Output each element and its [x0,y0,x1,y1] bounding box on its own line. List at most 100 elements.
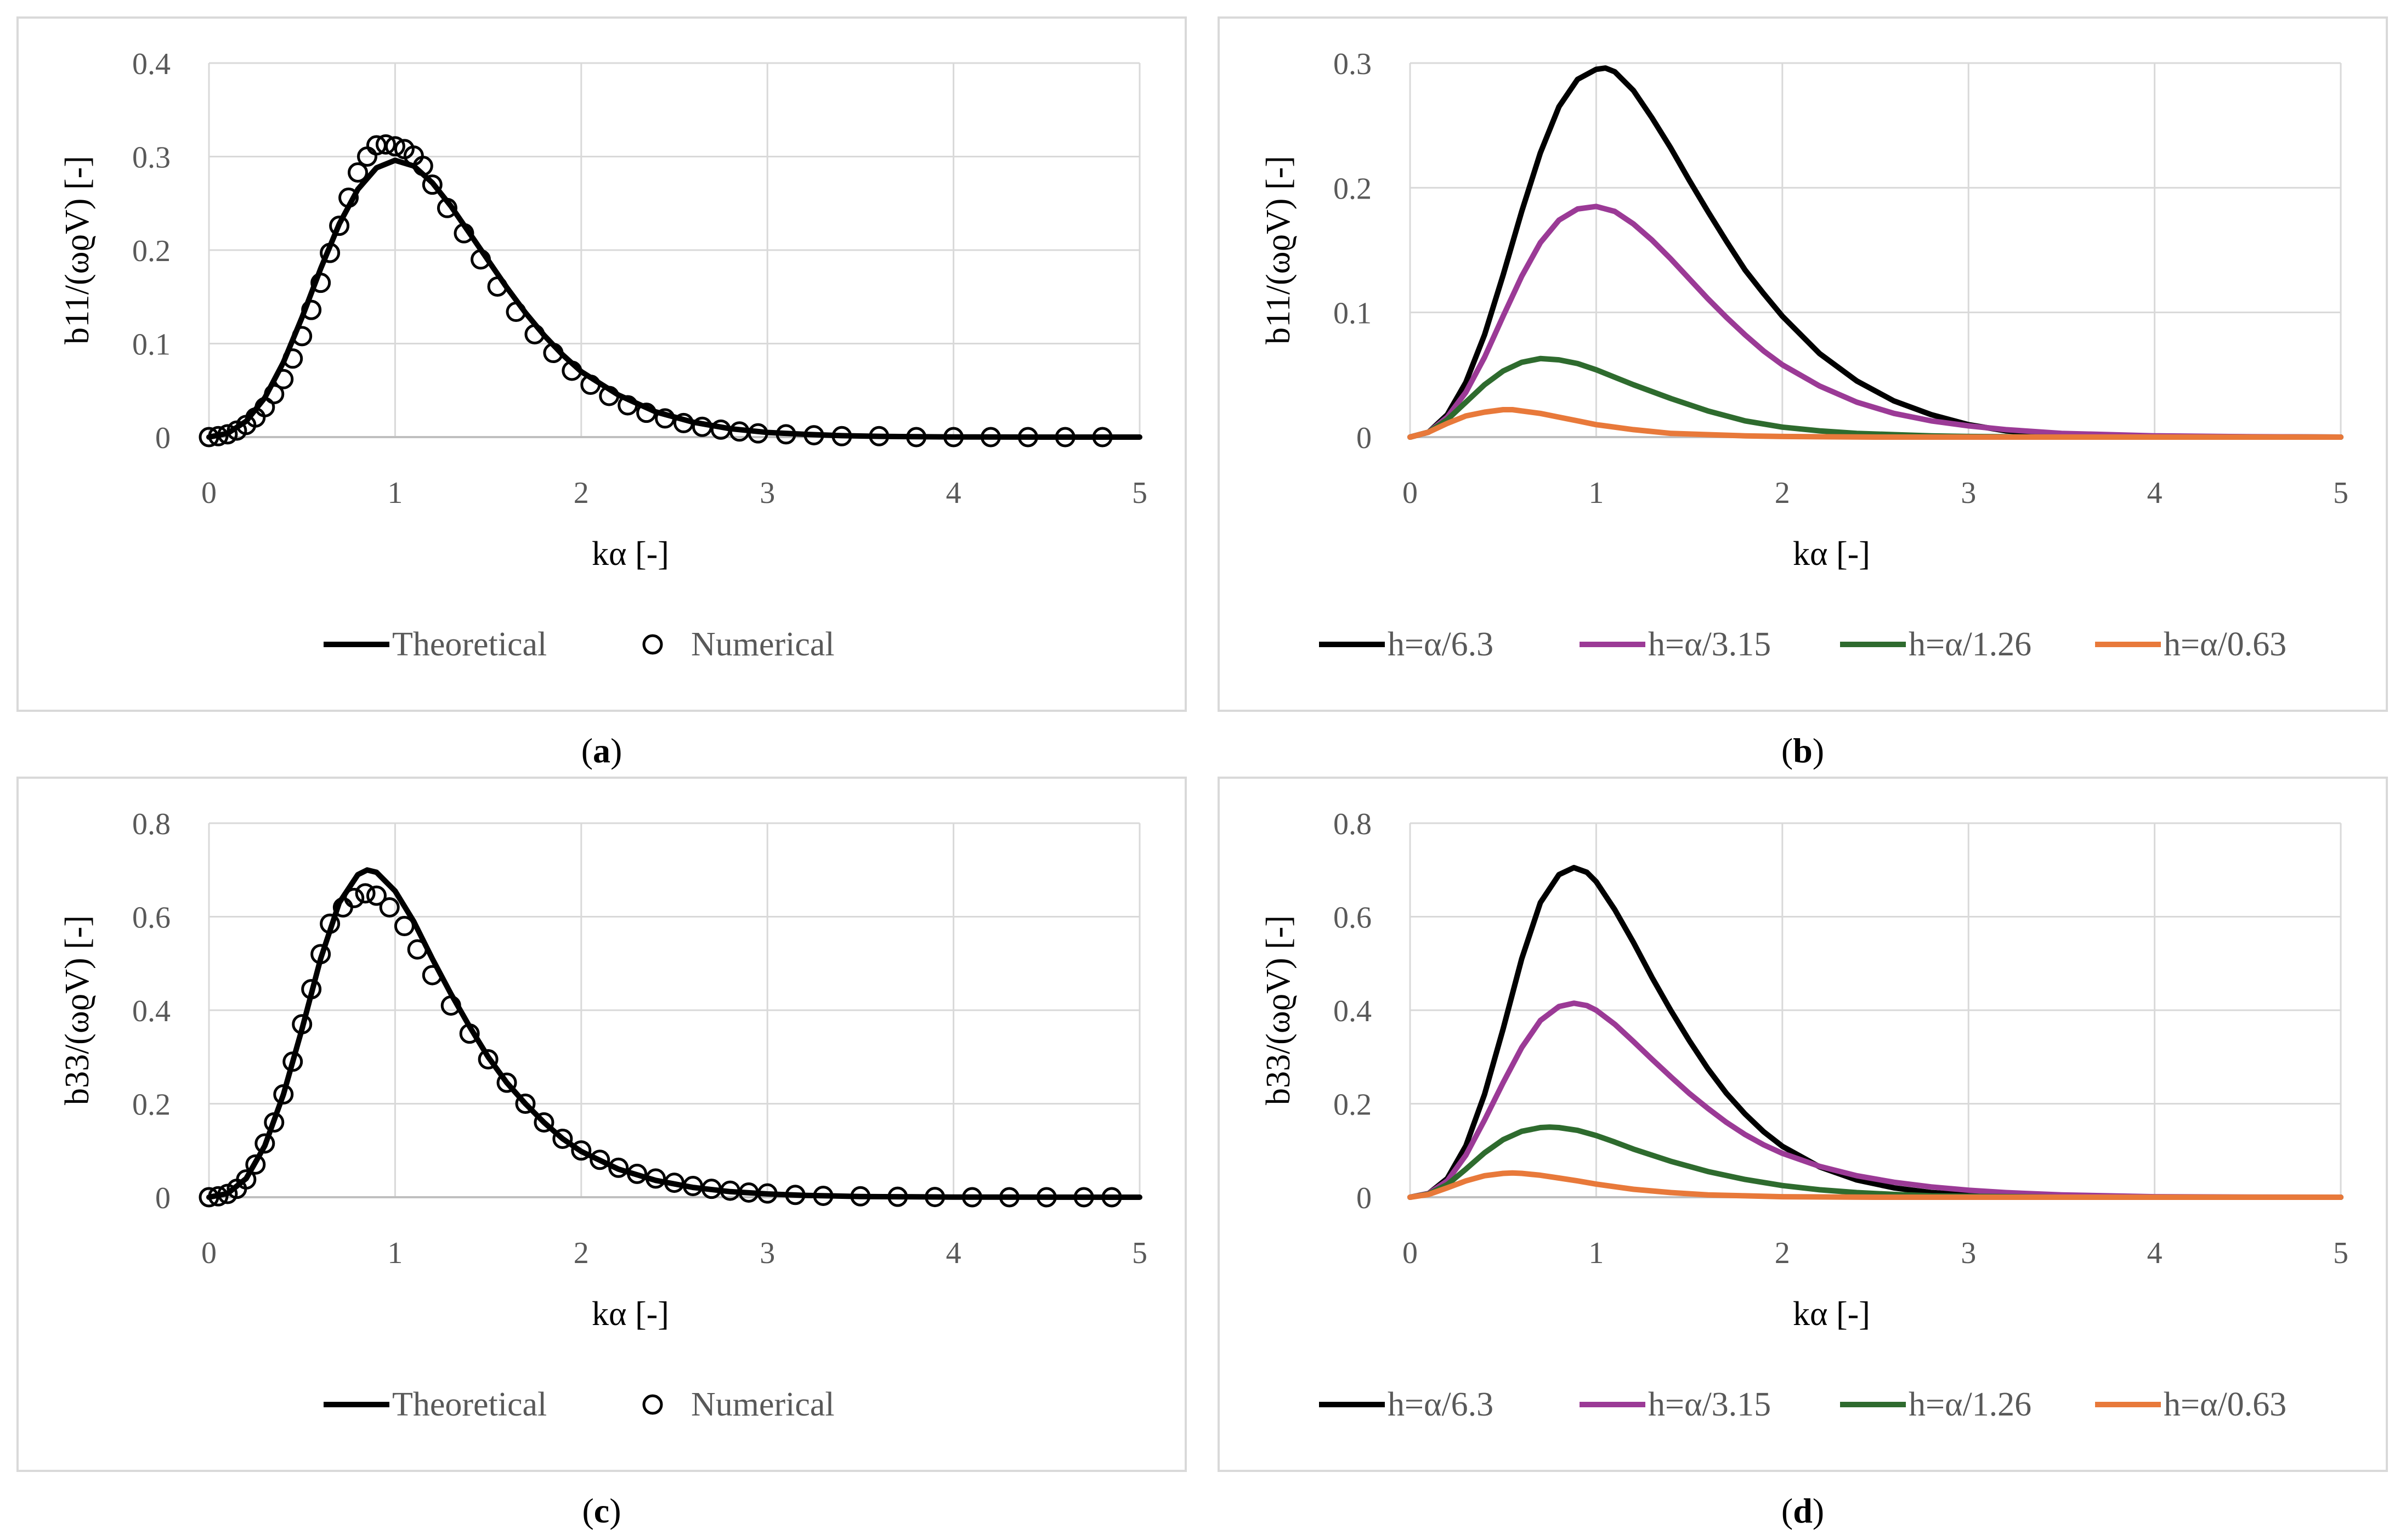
y-tick-label: 0.6 [1333,901,1372,935]
data-point-marker [199,427,219,448]
data-point-marker [282,1051,303,1072]
data-point-marker [599,386,620,406]
data-point-marker [273,369,294,389]
legend-label: Theoretical [392,1386,547,1423]
data-point-marker [310,273,331,293]
data-point-marker [664,1173,684,1193]
y-tick-label: 0.3 [1333,47,1372,81]
legend-label: h=α/6.3 [1388,626,1493,663]
data-point-marker [803,425,824,446]
x-axis-title: kα [-] [592,1295,669,1333]
legend-label: h=α/0.63 [2164,626,2286,663]
data-point-marker [562,360,582,381]
data-point-marker [524,324,545,344]
y-axis-title: b33/(ωϱV) [-] [1260,915,1297,1105]
data-point-marker [682,1176,703,1197]
series-line [206,157,1142,440]
x-tick-label: 4 [946,476,961,510]
data-point-marker [776,424,796,445]
y-tick-label: 0.4 [1333,994,1372,1028]
x-tick-label: 4 [2147,476,2163,510]
data-point-marker [785,1185,806,1205]
data-point-marker [543,343,564,364]
data-point-marker [673,412,694,433]
x-tick-label: 1 [1588,476,1604,510]
caption-d: (d) [1781,1491,1824,1530]
series-line [1407,1000,2344,1200]
chart-d: 0 1 2 3 4 5 0 0.2 0.4 0.6 0.8 kα [-] b33/(ωϱV) [-] h=… [1260,807,2348,1423]
data-point-marker [254,397,275,417]
y-tick-label: 0 [1356,1181,1372,1215]
data-point-marker [394,916,415,937]
y-tick-label: 0.2 [1333,1088,1372,1122]
data-point-marker [471,249,491,270]
x-axis-title: kα [-] [1793,1295,1870,1333]
legend-label: Theoretical [392,626,547,663]
data-point-marker [301,979,322,1000]
data-point-marker [478,1049,499,1070]
data-point-marker [292,1014,313,1035]
series-line [1407,203,2344,440]
legend-label: Numerical [691,626,835,663]
x-tick-label: 1 [387,1236,403,1270]
data-point-marker [980,427,1001,448]
chart-c: 0 1 2 3 4 5 0 0.2 0.4 0.6 0.8 kα [-] b33/(ωϱV) [-] Th… [59,807,1147,1423]
data-point-marker [254,1133,275,1154]
series-line [1407,355,2344,440]
data-point-marker [301,299,322,320]
data-point-marker [1017,427,1038,448]
data-point-marker [496,1072,517,1093]
y-tick-label: 0.8 [132,807,171,841]
y-tick-label: 0 [1356,421,1372,455]
data-point-marker [590,1150,610,1170]
data-point-marker [999,1187,1020,1208]
data-point-marker [379,897,400,918]
data-point-marker [366,885,387,906]
x-tick-label: 2 [574,476,589,510]
data-point-marker [320,913,341,934]
data-point-marker [437,197,457,218]
data-point-marker [329,216,350,236]
x-tick-label: 4 [946,1236,961,1270]
data-point-marker [627,1163,648,1184]
x-tick-label: 5 [1132,476,1147,510]
legend-label: h=α/1.26 [1909,1386,2031,1423]
legend-marker [642,634,663,655]
data-point-marker [1055,427,1076,448]
data-point-marker [208,426,229,446]
legend-marker [642,1394,663,1415]
data-point-marker [906,427,927,448]
data-point-marker [1092,427,1113,448]
series-line [1407,1170,2344,1200]
data-point-marker [459,1023,480,1044]
data-point-marker [348,162,369,183]
x-tick-label: 0 [201,1236,217,1270]
series-line [1407,1124,2344,1200]
y-axis-title: b11/(ωϱV) [-] [1260,156,1297,344]
data-point-marker [813,1185,834,1206]
panel-frame-a [16,16,1187,712]
data-point-marker [748,423,768,444]
data-point-marker [454,223,474,244]
x-tick-label: 2 [574,1236,589,1270]
x-tick-label: 2 [1775,476,1790,510]
data-point-marker [534,1112,554,1133]
x-tick-label: 3 [760,476,775,510]
y-tick-label: 0.1 [1333,297,1372,331]
data-point-marker [422,965,443,986]
y-tick-label: 0.2 [132,234,171,268]
legend-label: h=α/0.63 [2164,1386,2286,1423]
y-axis-title: b33/(ωϱV) [-] [59,915,96,1105]
data-point-marker [282,348,303,369]
series-line [1407,865,2344,1200]
x-tick-label: 0 [1402,1236,1418,1270]
data-point-marker [487,276,508,297]
x-tick-label: 5 [1132,1236,1147,1270]
x-tick-label: 4 [2147,1236,2163,1270]
data-point-marker [831,426,852,446]
x-tick-label: 1 [1588,1236,1604,1270]
data-point-marker [208,1186,229,1207]
data-point-marker [245,1154,266,1175]
data-point-marker [506,302,527,322]
